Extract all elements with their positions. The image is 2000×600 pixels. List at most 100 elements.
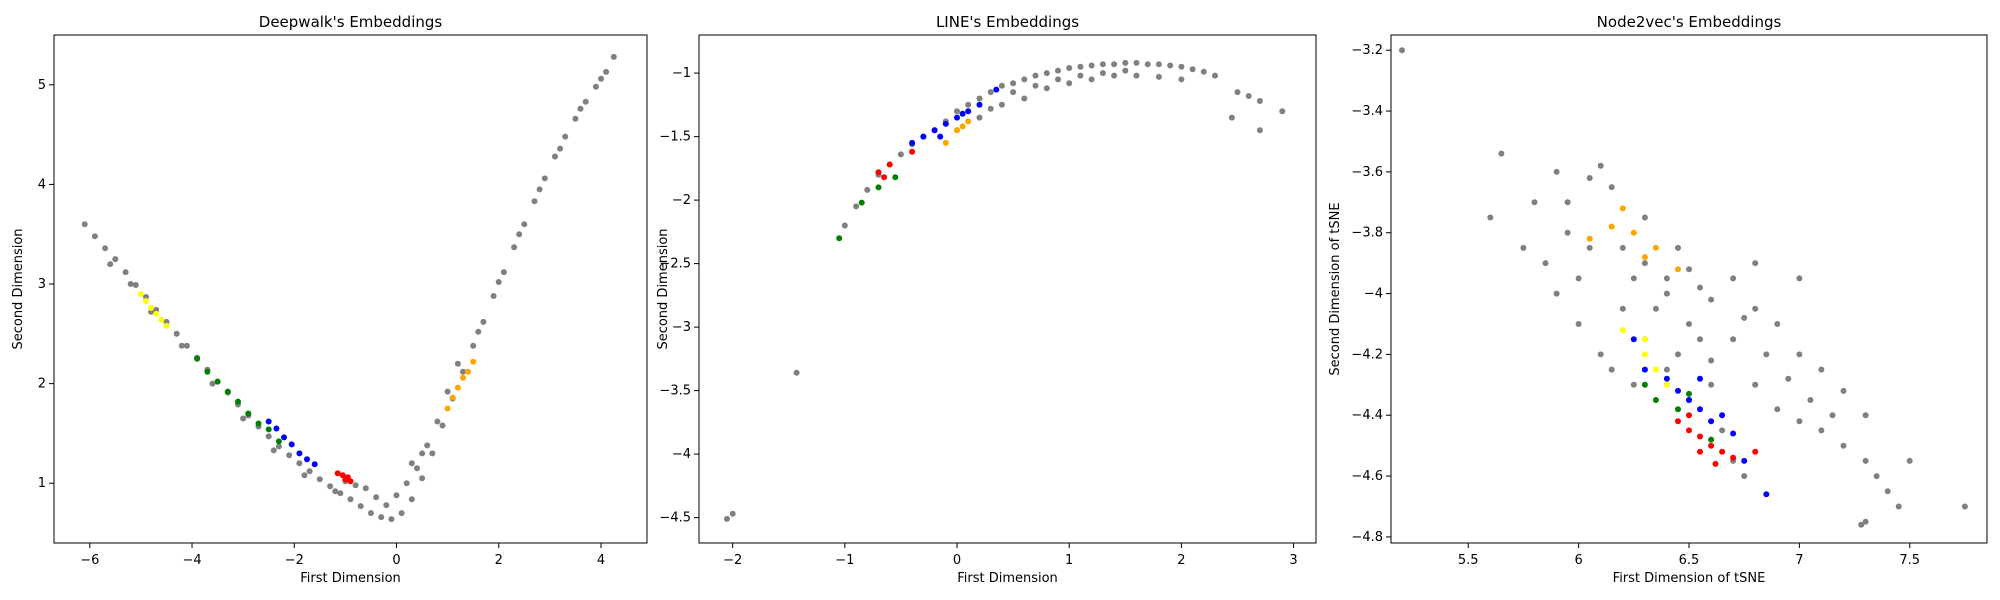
- data-point: [398, 510, 405, 517]
- data-point: [1575, 275, 1582, 282]
- data-point: [1155, 73, 1162, 80]
- data-point: [1675, 266, 1681, 273]
- data-point: [1752, 305, 1759, 312]
- data-point: [841, 222, 848, 229]
- data-point: [1608, 223, 1615, 230]
- data-point: [1807, 397, 1814, 403]
- x-tick-label: −2: [285, 553, 304, 568]
- data-point: [286, 452, 293, 459]
- data-point: [582, 98, 589, 105]
- data-point: [352, 482, 359, 489]
- data-point: [1829, 412, 1836, 419]
- data-point: [881, 174, 888, 181]
- data-point: [1279, 108, 1286, 115]
- data-point: [909, 148, 916, 155]
- data-point: [429, 450, 436, 457]
- data-point: [1043, 85, 1050, 92]
- data-point: [143, 298, 149, 304]
- data-point: [316, 476, 323, 483]
- data-point: [1630, 229, 1637, 236]
- data-point: [1167, 62, 1174, 69]
- data-point: [557, 145, 564, 152]
- data-point: [1586, 235, 1593, 242]
- data-point: [552, 153, 558, 160]
- data-point: [1586, 175, 1593, 181]
- data-point: [480, 318, 487, 325]
- data-point: [1697, 284, 1703, 291]
- data-point: [577, 105, 584, 112]
- data-point: [1630, 336, 1637, 343]
- data-point: [998, 101, 1005, 108]
- data-point: [301, 472, 308, 479]
- x-axis-label: First Dimension of tSNE: [1613, 571, 1766, 586]
- data-point: [414, 465, 420, 472]
- data-point: [1741, 473, 1748, 480]
- data-point: [598, 75, 604, 82]
- data-point: [1675, 418, 1681, 425]
- data-point: [281, 434, 287, 441]
- data-point: [1686, 266, 1692, 273]
- data-point: [311, 461, 318, 468]
- data-point: [288, 441, 295, 448]
- data-point: [1858, 521, 1865, 528]
- data-point: [1212, 72, 1218, 79]
- data-point: [1796, 351, 1803, 358]
- data-point: [1178, 76, 1185, 83]
- scatter-points: [1399, 47, 1968, 528]
- chart-title: LINE's Embeddings: [936, 13, 1079, 31]
- data-point: [500, 269, 507, 276]
- data-point: [864, 186, 871, 193]
- data-point: [965, 101, 972, 108]
- data-point: [362, 485, 369, 492]
- x-tick-label: 7: [1795, 553, 1803, 568]
- data-point: [408, 460, 415, 467]
- data-point: [1686, 390, 1692, 397]
- data-point: [1884, 488, 1891, 495]
- data-point: [987, 89, 994, 96]
- y-tick-label: −3.4: [1351, 104, 1383, 119]
- data-point: [1697, 448, 1703, 455]
- x-tick-label: 2: [495, 553, 503, 568]
- data-point: [1708, 436, 1715, 443]
- data-point: [965, 108, 972, 115]
- data-point: [1088, 76, 1095, 83]
- data-point: [449, 394, 456, 401]
- y-axis-label: Second Dimension: [656, 228, 671, 349]
- data-point: [1708, 357, 1715, 364]
- data-point: [1763, 351, 1770, 358]
- data-point: [1245, 93, 1252, 99]
- data-point: [1873, 473, 1880, 480]
- data-point: [214, 378, 221, 385]
- data-point: [1122, 59, 1129, 66]
- data-point: [1055, 76, 1061, 83]
- chart-panel-3: 5.5 6 6.5 7 7.5 −4.8 −4.6 −4.4 −4.2 −4 −3.8 −3.6 −3.…: [1328, 13, 1988, 586]
- data-point: [1708, 418, 1715, 425]
- data-point: [1675, 406, 1681, 413]
- data-point: [1663, 275, 1670, 282]
- data-point: [954, 114, 960, 121]
- data-point: [1763, 491, 1770, 498]
- data-point: [424, 442, 431, 449]
- data-point: [1099, 61, 1106, 68]
- x-tick-label: −6: [80, 553, 99, 568]
- y-tick-label: −4: [672, 447, 691, 462]
- data-point: [853, 203, 860, 210]
- data-point: [460, 374, 466, 381]
- data-point: [1066, 80, 1073, 87]
- data-point: [1862, 518, 1869, 525]
- y-tick-label: −3.2: [1351, 43, 1383, 58]
- data-point: [304, 456, 310, 463]
- data-point: [383, 502, 390, 509]
- x-tick-label: −2: [723, 553, 742, 568]
- data-point: [1256, 98, 1263, 104]
- data-point: [1641, 381, 1648, 388]
- data-point: [959, 123, 966, 130]
- data-point: [562, 133, 569, 140]
- data-point: [1697, 433, 1703, 440]
- data-point: [937, 133, 944, 140]
- x-axis-label: First Dimension: [300, 571, 401, 586]
- data-point: [367, 510, 374, 517]
- data-point: [1564, 199, 1571, 206]
- data-point: [1796, 275, 1803, 282]
- y-tick-label: 1: [38, 476, 46, 491]
